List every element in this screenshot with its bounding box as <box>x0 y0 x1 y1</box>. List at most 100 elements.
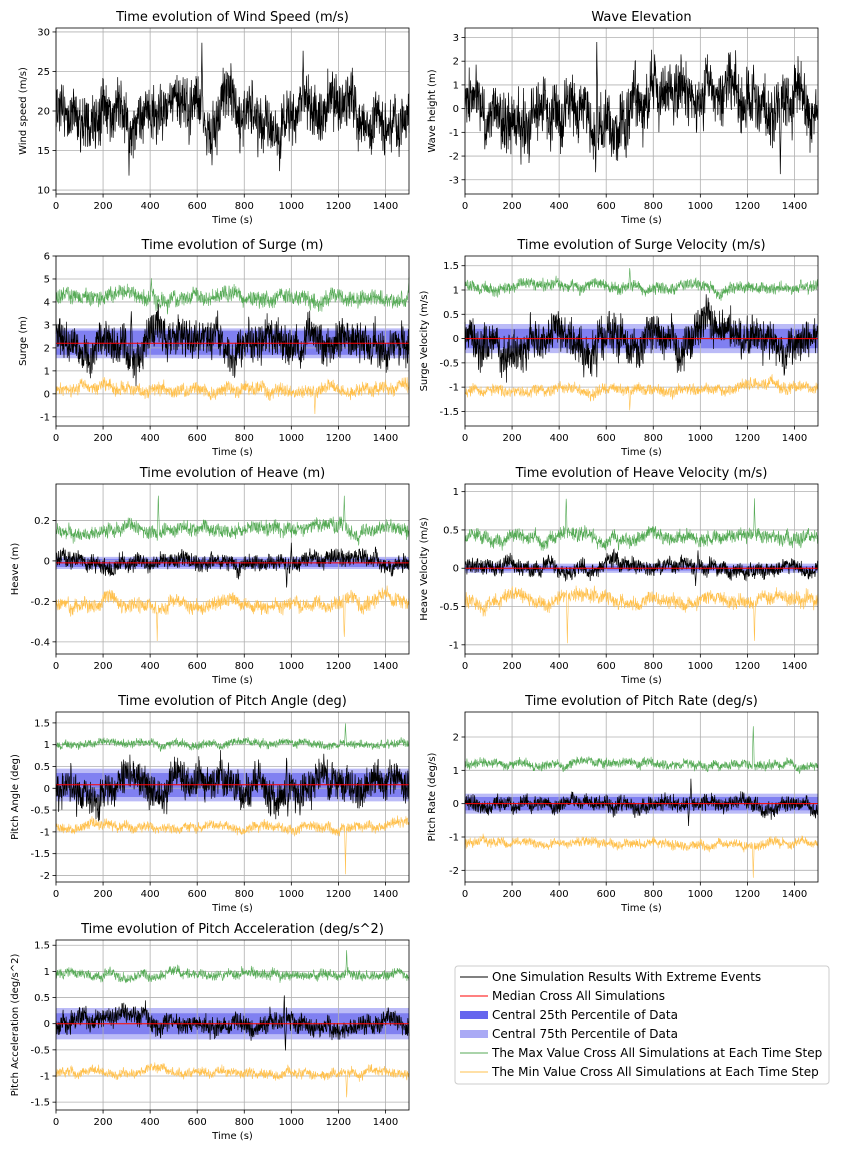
chart-pitchacc: 0 200 400 600 800 1000 1200 1400 -1.5 -1 -0.5 0 0.5 1… <box>10 922 410 1142</box>
y-tick-label: 0.2 <box>34 516 50 527</box>
y-tick-label: -1 <box>40 827 50 838</box>
y-tick-label: 20 <box>37 107 50 118</box>
y-tick-label: 0 <box>44 1019 50 1030</box>
x-tick-label: 1000 <box>279 889 304 900</box>
x-tick-label: 1200 <box>735 201 760 212</box>
y-tick-label: 6 <box>44 252 50 263</box>
x-axis-label: Time (s) <box>211 675 253 686</box>
x-tick-label: 200 <box>94 201 113 212</box>
x-tick-label: 200 <box>94 433 113 444</box>
axes-frame <box>464 255 819 427</box>
axes-frame <box>55 255 410 427</box>
chart-heavevel: 0 200 400 600 800 1000 1200 1400 -1 -0.5 0 0.5 1 Time… <box>419 466 819 686</box>
x-axis-label: Time (s) <box>211 215 253 226</box>
axes-frame <box>464 483 819 655</box>
x-tick-label: 200 <box>94 889 113 900</box>
x-axis-label: Time (s) <box>620 215 662 226</box>
y-tick-label: 1 <box>44 740 50 751</box>
x-tick-label: 1000 <box>279 661 304 672</box>
y-tick-label: -1.5 <box>30 1098 50 1109</box>
x-tick-label: 600 <box>188 889 207 900</box>
y-tick-label: -2 <box>449 152 459 163</box>
x-axis-label: Time (s) <box>620 447 662 458</box>
x-tick-label: 1000 <box>279 201 304 212</box>
y-tick-label: 2 <box>453 733 459 744</box>
chart-title: Time evolution of Pitch Acceleration (de… <box>80 922 384 937</box>
y-tick-label: 0.5 <box>34 762 50 773</box>
x-tick-label: 1400 <box>373 1117 398 1128</box>
x-tick-label: 400 <box>141 1117 160 1128</box>
x-tick-label: 600 <box>597 433 616 444</box>
series-line <box>464 294 819 383</box>
y-tick-label: 3 <box>44 320 50 331</box>
x-tick-label: 200 <box>503 661 522 672</box>
x-tick-label: 0 <box>53 1117 59 1128</box>
x-tick-label: 400 <box>141 201 160 212</box>
y-tick-label: 1.5 <box>34 718 50 729</box>
x-tick-label: 1200 <box>735 661 760 672</box>
y-tick-label: -1.5 <box>439 407 459 418</box>
x-tick-label: 1200 <box>326 889 351 900</box>
y-tick-label: 5 <box>44 274 50 285</box>
y-tick-label: 1 <box>453 766 459 777</box>
x-tick-label: 1200 <box>735 433 760 444</box>
y-tick-label: -1 <box>449 128 459 139</box>
y-tick-label: 1 <box>44 366 50 377</box>
y-axis-label: Pitch Acceleration (deg/s^2) <box>10 953 21 1096</box>
y-tick-label: 2 <box>453 57 459 68</box>
x-tick-label: 0 <box>53 201 59 212</box>
x-axis-label: Time (s) <box>620 675 662 686</box>
y-axis-label: Pitch Angle (deg) <box>10 754 21 840</box>
x-tick-label: 200 <box>94 661 113 672</box>
y-tick-label: 0.5 <box>443 310 459 321</box>
x-tick-label: 400 <box>141 889 160 900</box>
x-tick-label: 400 <box>550 889 569 900</box>
x-tick-label: 400 <box>141 661 160 672</box>
y-tick-label: 30 <box>37 27 50 38</box>
x-tick-label: 0 <box>53 889 59 900</box>
y-tick-label: -1 <box>449 383 459 394</box>
x-tick-label: 800 <box>644 889 663 900</box>
y-tick-label: -0.5 <box>30 806 50 817</box>
y-axis-label: Heave (m) <box>10 543 21 596</box>
legend-label: Median Cross All Simulations <box>492 989 665 1003</box>
legend-label: One Simulation Results With Extreme Even… <box>492 970 761 984</box>
x-tick-label: 1200 <box>326 201 351 212</box>
x-tick-label: 1400 <box>782 889 807 900</box>
y-tick-label: 1 <box>44 967 50 978</box>
series-line <box>55 542 410 588</box>
series-line <box>464 833 819 878</box>
y-tick-label: -1.5 <box>30 849 50 860</box>
x-tick-label: 1200 <box>326 661 351 672</box>
x-tick-label: 800 <box>235 201 254 212</box>
series-line <box>464 548 819 587</box>
y-tick-label: -0.2 <box>30 597 50 608</box>
x-tick-label: 800 <box>235 889 254 900</box>
y-axis-label: Wave height (m) <box>427 69 438 152</box>
x-axis-label: Time (s) <box>211 1131 253 1142</box>
x-tick-label: 600 <box>597 889 616 900</box>
axes-frame <box>55 711 410 883</box>
x-tick-label: 800 <box>644 661 663 672</box>
y-tick-label: -0.4 <box>30 637 50 648</box>
x-tick-label: 600 <box>597 201 616 212</box>
series-line <box>55 995 410 1051</box>
x-tick-label: 200 <box>94 1117 113 1128</box>
x-tick-label: 400 <box>141 433 160 444</box>
y-tick-label: -1 <box>449 640 459 651</box>
chart-title: Time evolution of Pitch Rate (deg/s) <box>524 694 758 709</box>
y-tick-label: -0.5 <box>439 602 459 613</box>
series-line <box>464 268 819 301</box>
y-tick-label: 1.5 <box>34 941 50 952</box>
x-tick-label: 1200 <box>326 1117 351 1128</box>
x-tick-label: 200 <box>503 889 522 900</box>
y-tick-label: 0 <box>453 799 459 810</box>
y-tick-label: -0.5 <box>439 358 459 369</box>
series-line <box>55 1062 410 1098</box>
axes-frame <box>464 27 819 195</box>
x-tick-label: 800 <box>644 433 663 444</box>
legend-label: The Max Value Cross All Simulations at E… <box>491 1046 822 1060</box>
series-line <box>55 750 410 822</box>
legend: One Simulation Results With Extreme Even… <box>454 965 830 1085</box>
